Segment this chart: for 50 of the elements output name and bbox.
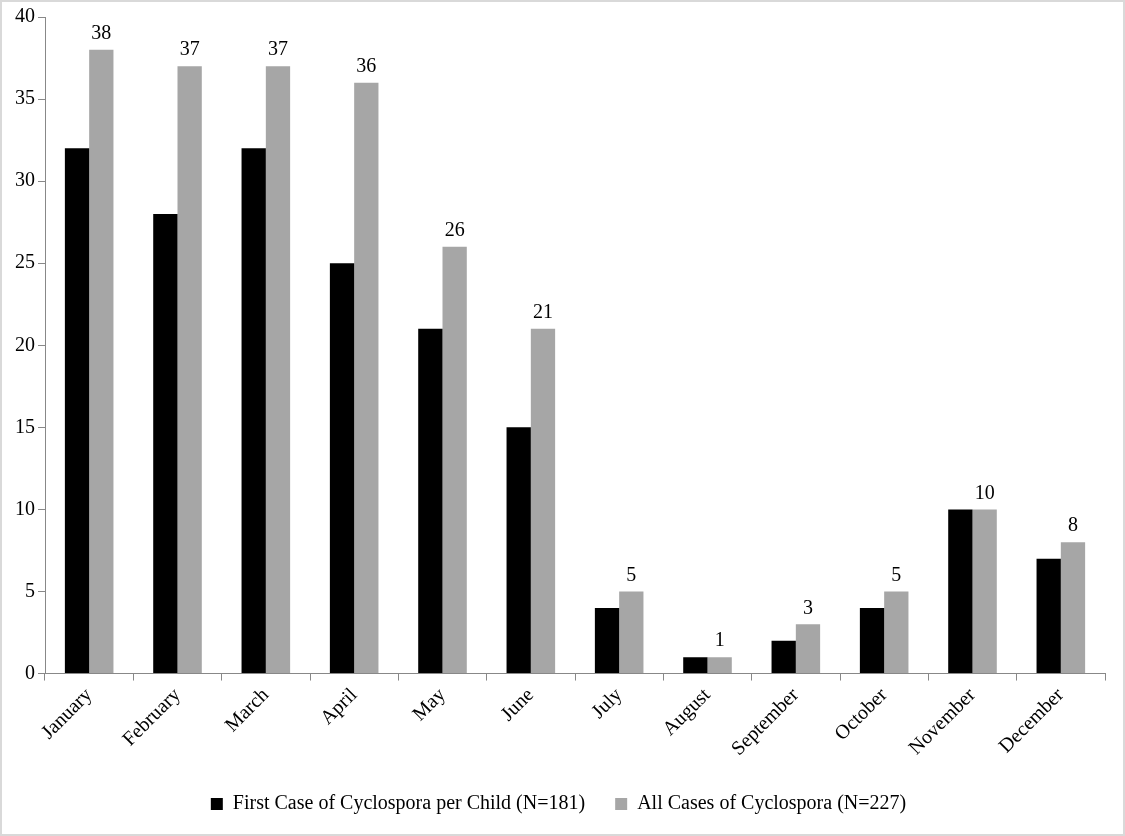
bar [329, 263, 355, 674]
bar [354, 82, 379, 674]
data-label: 26 [444, 218, 465, 241]
bar [859, 607, 885, 674]
data-label: 8 [1067, 513, 1078, 536]
data-label: 37 [179, 37, 200, 60]
bar [594, 607, 620, 674]
bar [64, 148, 90, 674]
y-tick-label: 0 [25, 660, 35, 683]
y-tick-label: 5 [25, 578, 35, 601]
bar [530, 328, 556, 674]
bar [795, 624, 821, 674]
data-label: 1 [714, 628, 725, 651]
legend-label: First Case of Cyclospora per Child (N=181) [232, 791, 586, 815]
bar [153, 213, 178, 674]
bar [265, 66, 291, 674]
data-label: 36 [356, 53, 377, 76]
y-tick-label: 30 [15, 168, 35, 191]
y-tick-label: 15 [15, 414, 35, 437]
bar [418, 328, 443, 674]
bar [683, 657, 708, 674]
bar [707, 657, 732, 674]
bar [972, 509, 997, 674]
bar [506, 427, 531, 674]
bar [948, 509, 973, 674]
data-label: 3 [802, 595, 813, 618]
bar [771, 640, 796, 674]
bar [619, 591, 644, 674]
data-label: 5 [626, 562, 637, 585]
x-tick-label: May [407, 683, 450, 726]
bar [177, 66, 202, 674]
y-tick-label: 25 [15, 250, 35, 273]
y-tick-label: 35 [15, 86, 35, 109]
x-tick-label: July [586, 683, 627, 723]
y-tick-label: 10 [15, 496, 35, 519]
data-label: 5 [891, 562, 902, 585]
data-label: 38 [91, 21, 112, 44]
x-tick-label: June [495, 682, 538, 725]
bar [1060, 542, 1086, 674]
legend-label: All Cases of Cyclospora (N=227) [637, 791, 907, 815]
bar [241, 148, 266, 674]
y-tick-label: 20 [15, 332, 35, 355]
data-label: 21 [532, 300, 553, 323]
bar [884, 591, 909, 674]
data-label: 37 [267, 37, 288, 60]
bar [89, 49, 114, 674]
data-label: 10 [974, 480, 995, 503]
bar [442, 246, 467, 674]
bar [1036, 558, 1061, 674]
y-tick-label: 40 [15, 4, 35, 27]
